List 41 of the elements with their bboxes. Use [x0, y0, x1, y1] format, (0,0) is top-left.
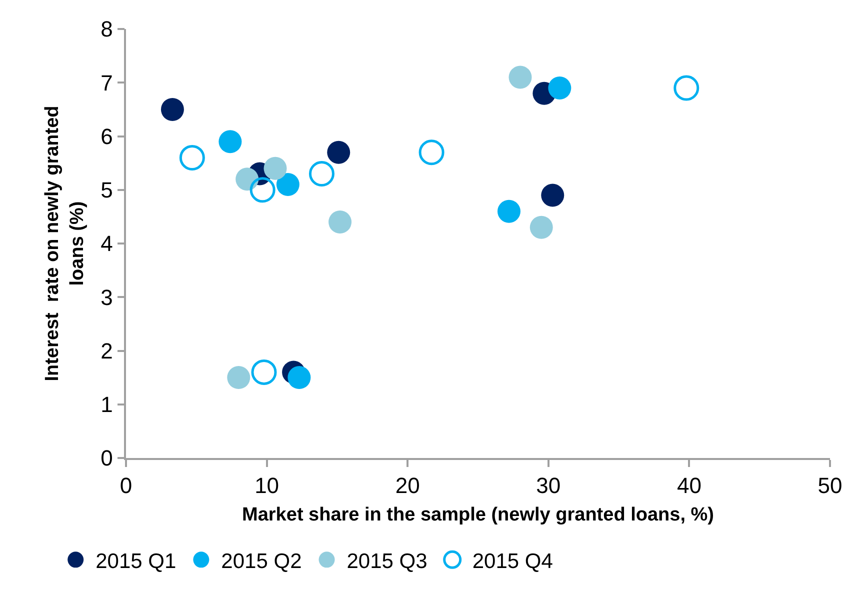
x-tick-label: 50	[818, 473, 842, 498]
point	[251, 359, 277, 385]
point	[674, 75, 700, 101]
y-tick-label: 8	[100, 16, 113, 42]
point	[264, 156, 287, 180]
point	[288, 366, 311, 390]
point	[236, 168, 259, 191]
point	[308, 161, 334, 187]
x-tick-label: 20	[395, 473, 420, 498]
point	[548, 76, 572, 100]
point	[541, 184, 564, 207]
y-tick-label: 7	[100, 70, 113, 96]
x-axis-title: Market share in the sample (newly granted loans, %)	[242, 504, 714, 526]
y-tick-label: 0	[100, 446, 113, 471]
point	[160, 98, 184, 121]
point	[276, 173, 300, 196]
point	[327, 140, 350, 164]
y-tick-label: 2	[100, 338, 113, 364]
y-axis-title: Interest rate on newly granted loans (%)	[42, 106, 88, 382]
y-tick-label: 5	[100, 178, 113, 203]
point	[497, 200, 520, 223]
point	[328, 210, 352, 234]
point	[179, 144, 205, 170]
y-tick-label: 6	[100, 124, 113, 149]
x-tick-label: 10	[254, 473, 280, 498]
point	[418, 140, 444, 166]
point	[250, 177, 276, 203]
point	[218, 130, 242, 154]
x-tick-label: 0	[120, 473, 132, 498]
x-tick-label: 40	[676, 473, 702, 498]
legend-label: 2015 Q2	[221, 550, 302, 573]
legend-label: 2015 Q3	[346, 550, 428, 573]
legend-label: 2015 Q1	[96, 550, 176, 573]
y-tick-label: 1	[100, 392, 113, 418]
y-tick-label: 4	[100, 231, 113, 256]
point	[530, 216, 553, 239]
x-tick-label: 30	[536, 473, 561, 498]
point	[227, 366, 250, 390]
legend-label: 2015 Q4	[472, 550, 554, 573]
point	[508, 66, 532, 89]
y-tick-label: 3	[100, 284, 113, 310]
